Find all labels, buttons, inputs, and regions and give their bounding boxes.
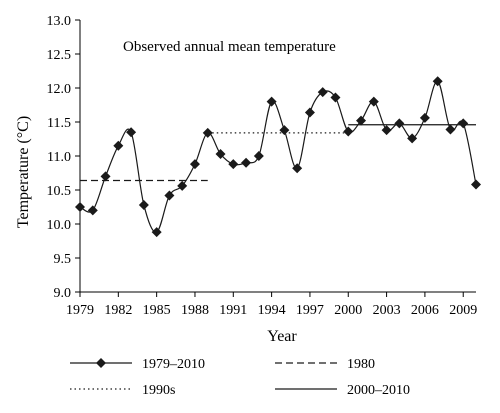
y-tick-label: 12.5	[47, 48, 72, 63]
data-point-diamond	[368, 96, 379, 107]
y-tick-label: 12.0	[47, 82, 72, 97]
y-tick-label: 13.0	[47, 14, 72, 29]
data-point-diamond	[266, 96, 277, 107]
data-point-diamond	[343, 126, 354, 137]
data-point-diamond	[87, 205, 98, 216]
y-axis-title: Temperature (°C)	[15, 116, 32, 228]
x-tick-label: 1994	[258, 303, 286, 318]
data-point-diamond	[419, 112, 430, 123]
data-point-diamond	[151, 227, 162, 238]
data-point-diamond	[432, 76, 443, 87]
data-point-diamond	[100, 171, 111, 182]
x-ticks: 1979 1982 1985 1988 1991 1994 1997 2000 2003 2006…	[66, 292, 477, 318]
x-tick-label: 1997	[296, 303, 324, 318]
x-tick-label: 1982	[104, 303, 132, 318]
legend-label: 1979–2010	[142, 357, 205, 372]
x-tick-label: 1991	[219, 303, 247, 318]
legend-label: 2000–2010	[347, 383, 410, 398]
legend-label: 1980	[347, 357, 375, 372]
data-point-diamond	[228, 159, 239, 170]
x-tick-label: 1985	[143, 303, 171, 318]
data-point-diamond	[75, 202, 85, 212]
data-point-diamond	[177, 180, 188, 191]
data-point-diamond	[394, 118, 405, 129]
data-point-diamond	[113, 140, 124, 151]
y-tick-label: 9.5	[54, 252, 72, 267]
data-point-diamond	[164, 190, 175, 201]
data-point-diamond	[202, 127, 213, 138]
x-tick-label: 2003	[373, 303, 401, 318]
data-point-diamond	[458, 118, 469, 129]
legend-diamond-marker	[96, 358, 106, 368]
data-point-diamond	[279, 125, 290, 136]
y-tick-label: 10.5	[47, 184, 72, 199]
data-point-diamond	[381, 125, 392, 136]
y-ticks: 9.0 9.5 10.0 10.5 11.0 11.5 12.0 12.5 13.0	[47, 14, 80, 301]
data-point-diamond	[445, 124, 456, 135]
y-tick-label: 9.0	[54, 286, 72, 301]
data-point-diamond	[215, 148, 226, 159]
x-tick-label: 1979	[66, 303, 94, 318]
x-axis-title: Year	[267, 328, 297, 345]
x-tick-label: 2009	[449, 303, 477, 318]
data-point-diamond	[330, 92, 341, 103]
data-point-diamond	[304, 107, 315, 118]
period-mean-lines	[80, 124, 476, 182]
data-point-diamond	[407, 133, 418, 144]
y-tick-label: 11.5	[47, 116, 71, 131]
legend-label: 1990s	[142, 383, 175, 398]
data-point-diamond	[471, 179, 481, 190]
chart-title: Observed annual mean temperature	[123, 39, 336, 55]
data-point-diamond	[356, 115, 367, 126]
axes	[79, 20, 476, 293]
data-point-diamond	[241, 157, 252, 168]
data-point-diamond	[317, 87, 328, 98]
x-tick-label: 1988	[181, 303, 209, 318]
data-point-diamond	[253, 151, 264, 161]
data-point-diamond	[138, 199, 149, 210]
x-tick-label: 2006	[411, 303, 439, 318]
legend: 1979–2010 1980 1990s 2000–2010	[70, 357, 410, 398]
annual-series	[75, 76, 481, 238]
y-tick-label: 11.0	[47, 150, 71, 165]
annual-series-line	[79, 80, 477, 233]
data-point-diamond	[126, 127, 137, 138]
y-tick-label: 10.0	[47, 218, 72, 233]
data-point-diamond	[189, 159, 200, 170]
data-point-diamond	[292, 163, 303, 174]
x-tick-label: 2000	[334, 303, 362, 318]
